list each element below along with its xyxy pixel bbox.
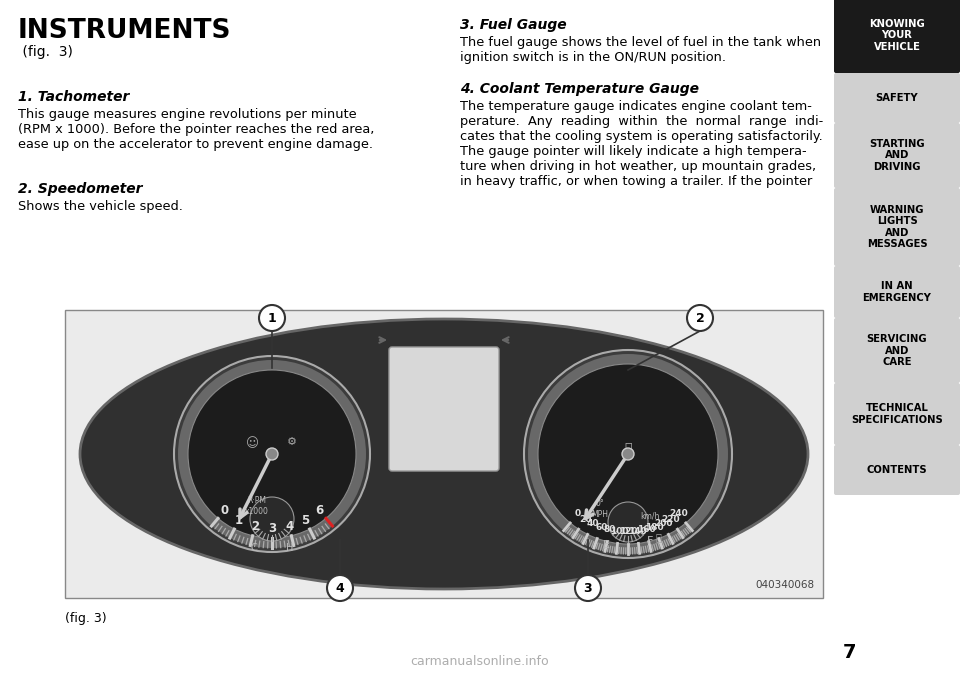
Text: 7: 7 xyxy=(843,643,856,662)
Text: 2: 2 xyxy=(251,519,259,532)
Text: ⛽: ⛽ xyxy=(655,532,660,542)
Text: 2. Speedometer: 2. Speedometer xyxy=(18,182,142,196)
Text: CONTENTS: CONTENTS xyxy=(867,465,927,475)
Circle shape xyxy=(608,502,648,542)
Text: 1: 1 xyxy=(235,514,243,527)
Text: 0: 0 xyxy=(221,504,228,517)
Circle shape xyxy=(266,448,278,460)
Text: 6: 6 xyxy=(316,504,324,517)
FancyBboxPatch shape xyxy=(834,445,960,495)
Text: 1. Tachometer: 1. Tachometer xyxy=(18,90,130,104)
Text: R·PM
x1000: R·PM x1000 xyxy=(245,496,269,516)
Text: Shows the vehicle speed.: Shows the vehicle speed. xyxy=(18,200,182,213)
Text: TECHNICAL
SPECIFICATIONS: TECHNICAL SPECIFICATIONS xyxy=(852,403,943,425)
Text: 040340068: 040340068 xyxy=(756,580,815,590)
Text: C: C xyxy=(251,543,257,553)
Text: INSTRUMENTS: INSTRUMENTS xyxy=(18,18,231,44)
Text: 100: 100 xyxy=(610,527,628,536)
Text: 1: 1 xyxy=(268,311,276,325)
Circle shape xyxy=(250,497,294,541)
Text: 3: 3 xyxy=(584,582,592,595)
Text: 3: 3 xyxy=(268,521,276,534)
Text: 20: 20 xyxy=(579,515,591,523)
Text: STARTING
AND
DRIVING: STARTING AND DRIVING xyxy=(869,139,924,172)
Text: 4: 4 xyxy=(285,519,293,532)
Text: 220: 220 xyxy=(661,515,681,523)
Text: carmanualsonline.info: carmanualsonline.info xyxy=(411,655,549,668)
Circle shape xyxy=(259,305,285,331)
Text: F: F xyxy=(647,536,653,546)
Text: 240: 240 xyxy=(669,509,687,518)
Text: 0: 0 xyxy=(575,509,581,518)
Circle shape xyxy=(524,350,732,558)
Text: 60: 60 xyxy=(595,523,608,532)
Text: SERVICING
AND
CARE: SERVICING AND CARE xyxy=(867,334,927,367)
Circle shape xyxy=(687,305,713,331)
Text: 0°
MPH: 0° MPH xyxy=(591,499,609,519)
Text: KNOWING
YOUR
VEHICLE: KNOWING YOUR VEHICLE xyxy=(869,19,924,52)
Circle shape xyxy=(174,356,370,552)
Text: H: H xyxy=(286,543,294,553)
FancyBboxPatch shape xyxy=(834,318,960,383)
Text: 80: 80 xyxy=(604,525,616,534)
Text: 5: 5 xyxy=(301,514,309,527)
Circle shape xyxy=(188,370,356,538)
Text: 120: 120 xyxy=(618,527,637,536)
Circle shape xyxy=(622,448,634,460)
FancyBboxPatch shape xyxy=(389,347,499,471)
Text: 4. Coolant Temperature Gauge: 4. Coolant Temperature Gauge xyxy=(460,82,699,96)
Text: 140: 140 xyxy=(628,527,646,536)
Text: 3. Fuel Gauge: 3. Fuel Gauge xyxy=(460,18,566,32)
Text: (fig. 3): (fig. 3) xyxy=(65,612,107,625)
Ellipse shape xyxy=(80,319,808,589)
FancyBboxPatch shape xyxy=(834,73,960,123)
Text: ☺: ☺ xyxy=(246,437,258,450)
Text: WARNING
LIGHTS
AND
MESSAGES: WARNING LIGHTS AND MESSAGES xyxy=(867,205,927,250)
Text: km/h: km/h xyxy=(640,511,660,521)
Circle shape xyxy=(575,575,601,601)
Text: 200: 200 xyxy=(654,519,672,528)
FancyBboxPatch shape xyxy=(65,310,823,598)
Text: 4: 4 xyxy=(336,582,345,595)
Circle shape xyxy=(538,364,718,544)
Text: SAFETY: SAFETY xyxy=(876,93,919,103)
Text: IN AN
EMERGENCY: IN AN EMERGENCY xyxy=(863,281,931,303)
Text: 🚶: 🚶 xyxy=(624,443,632,456)
Text: The temperature gauge indicates engine coolant tem-
perature.  Any  reading  wit: The temperature gauge indicates engine c… xyxy=(460,100,824,188)
Text: ⚙: ⚙ xyxy=(287,437,297,447)
Text: The fuel gauge shows the level of fuel in the tank when
ignition switch is in th: The fuel gauge shows the level of fuel i… xyxy=(460,36,821,64)
FancyBboxPatch shape xyxy=(834,266,960,318)
Circle shape xyxy=(528,354,728,554)
Text: This gauge measures engine revolutions per minute
(RPM x 1000). Before the point: This gauge measures engine revolutions p… xyxy=(18,108,374,151)
FancyBboxPatch shape xyxy=(834,383,960,445)
Circle shape xyxy=(178,360,366,548)
Text: 40: 40 xyxy=(587,519,599,528)
FancyBboxPatch shape xyxy=(834,123,960,188)
Text: 160: 160 xyxy=(636,525,656,534)
Text: E: E xyxy=(603,540,610,550)
Text: 180: 180 xyxy=(645,523,664,532)
Circle shape xyxy=(327,575,353,601)
FancyBboxPatch shape xyxy=(834,188,960,266)
Text: 2: 2 xyxy=(696,311,705,325)
FancyBboxPatch shape xyxy=(834,0,960,73)
Text: (fig.  3): (fig. 3) xyxy=(18,45,73,59)
